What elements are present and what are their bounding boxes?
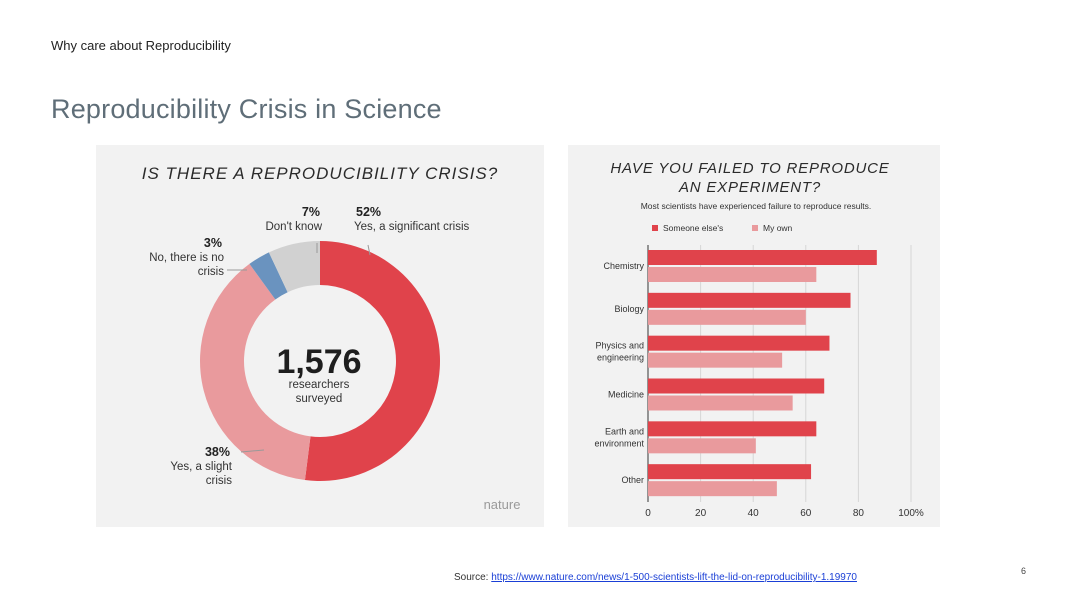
nature-watermark: nature (484, 497, 521, 512)
pie-slice (268, 241, 320, 293)
pie-title: IS THERE A REPRODUCIBILITY CRISIS? (142, 164, 498, 183)
pie-center-value: 1,576 (276, 343, 361, 381)
bar (648, 352, 783, 368)
x-tick-label: 80 (853, 508, 865, 519)
category-label: engineering (597, 353, 644, 363)
source-citation: Source: https://www.nature.com/news/1-50… (454, 572, 857, 583)
bar (648, 464, 812, 480)
pie-slice (200, 263, 311, 481)
bar (648, 335, 830, 351)
pie-slice-label: Yes, a slight (170, 461, 232, 473)
category-label: Other (621, 475, 644, 485)
pie-slice (249, 252, 288, 300)
pie-slice-percent: 52% (356, 205, 381, 219)
pie-slice-label: No, there is no (149, 252, 224, 264)
legend-swatch (652, 225, 658, 231)
category-label: environment (594, 438, 644, 448)
bar-title-line2: AN EXPERIMENT? (678, 179, 821, 196)
x-tick-label: 100% (898, 508, 924, 519)
bar (648, 378, 825, 394)
pie-slice-label: crisis (206, 475, 232, 487)
bar (648, 292, 851, 308)
category-label: Medicine (608, 390, 644, 400)
slide-title: Reproducibility Crisis in Science (51, 94, 442, 124)
bar-subtitle: Most scientists have experienced failure… (641, 201, 872, 211)
pie-chart: IS THERE A REPRODUCIBILITY CRISIS? 52% Ye… (142, 164, 521, 512)
pie-slice-percent: 38% (205, 445, 230, 459)
x-tick-label: 0 (645, 508, 651, 519)
x-tick-label: 20 (695, 508, 707, 519)
category-label: Chemistry (603, 261, 644, 271)
x-tick-label: 60 (800, 508, 812, 519)
bar (648, 267, 817, 282)
source-link[interactable]: https://www.nature.com/news/1-500-scient… (491, 572, 857, 583)
pie-slice-percent: 3% (204, 236, 222, 250)
pie-slice (304, 241, 440, 481)
x-tick-label: 40 (748, 508, 760, 519)
pie-chart-panel: IS THERE A REPRODUCIBILITY CRISIS? 52% Ye… (96, 145, 544, 527)
bar (648, 309, 806, 325)
pie-slice-percent: 7% (302, 205, 320, 219)
legend-label: My own (763, 223, 793, 233)
pie-leader-line (240, 449, 265, 453)
pie-slice-label: Yes, a significant crisis (354, 221, 470, 233)
pie-slice-label: crisis (198, 266, 224, 278)
category-label: Earth and (605, 426, 644, 436)
bar (648, 438, 756, 454)
bar-chart: HAVE YOU FAILED TO REPRODUCE AN EXPERIME… (594, 160, 924, 519)
source-prefix: Source: (454, 572, 489, 583)
pie-slice-label: Don't know (265, 221, 322, 233)
category-label: Biology (614, 304, 644, 314)
category-label: Physics and (595, 341, 644, 351)
pie-leader-line (367, 244, 371, 256)
legend-swatch (752, 225, 758, 231)
bar-title-line1: HAVE YOU FAILED TO REPRODUCE (610, 160, 889, 177)
pie-center-line1: researchers (289, 379, 350, 391)
bar-chart-panel: HAVE YOU FAILED TO REPRODUCE AN EXPERIME… (568, 145, 940, 527)
legend-label: Someone else's (663, 223, 723, 233)
slide-eyebrow: Why care about Reproducibility (51, 38, 231, 53)
bar (648, 395, 793, 411)
bar (648, 421, 817, 437)
bar (648, 250, 877, 265)
page-number: 6 (1021, 566, 1027, 576)
bar (648, 481, 777, 497)
pie-center-line2: surveyed (296, 393, 343, 405)
